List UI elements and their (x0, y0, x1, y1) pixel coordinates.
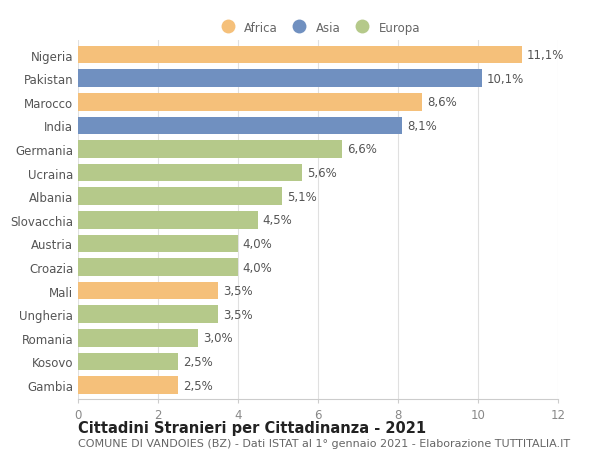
Text: 8,1%: 8,1% (407, 120, 437, 133)
Text: 2,5%: 2,5% (183, 355, 212, 368)
Bar (78, 117, 402, 135)
Bar (78, 70, 482, 88)
Text: COMUNE DI VANDOIES (BZ) - Dati ISTAT al 1° gennaio 2021 - Elaborazione TUTTITALI: COMUNE DI VANDOIES (BZ) - Dati ISTAT al … (78, 438, 570, 448)
Bar (78, 329, 198, 347)
Text: 2,5%: 2,5% (183, 379, 212, 392)
Text: 10,1%: 10,1% (487, 73, 524, 85)
Text: Cittadini Stranieri per Cittadinanza - 2021: Cittadini Stranieri per Cittadinanza - 2… (78, 420, 426, 435)
Bar (78, 306, 218, 324)
Text: 4,0%: 4,0% (243, 237, 272, 250)
Bar (78, 353, 178, 370)
Bar (78, 258, 238, 276)
Bar (78, 47, 522, 64)
Bar (78, 282, 218, 300)
Text: 4,0%: 4,0% (243, 261, 272, 274)
Text: 3,5%: 3,5% (223, 308, 253, 321)
Bar (78, 376, 178, 394)
Bar (78, 164, 302, 182)
Text: 3,5%: 3,5% (223, 285, 253, 297)
Legend: Africa, Asia, Europa: Africa, Asia, Europa (211, 17, 425, 39)
Text: 8,6%: 8,6% (427, 96, 457, 109)
Text: 4,5%: 4,5% (263, 214, 293, 227)
Bar (78, 188, 282, 206)
Text: 6,6%: 6,6% (347, 143, 377, 156)
Bar (78, 212, 258, 229)
Text: 11,1%: 11,1% (527, 49, 564, 62)
Text: 5,1%: 5,1% (287, 190, 317, 203)
Bar (78, 235, 238, 253)
Text: 3,0%: 3,0% (203, 331, 232, 345)
Bar (78, 141, 342, 158)
Text: 5,6%: 5,6% (307, 167, 337, 179)
Bar (78, 94, 422, 112)
